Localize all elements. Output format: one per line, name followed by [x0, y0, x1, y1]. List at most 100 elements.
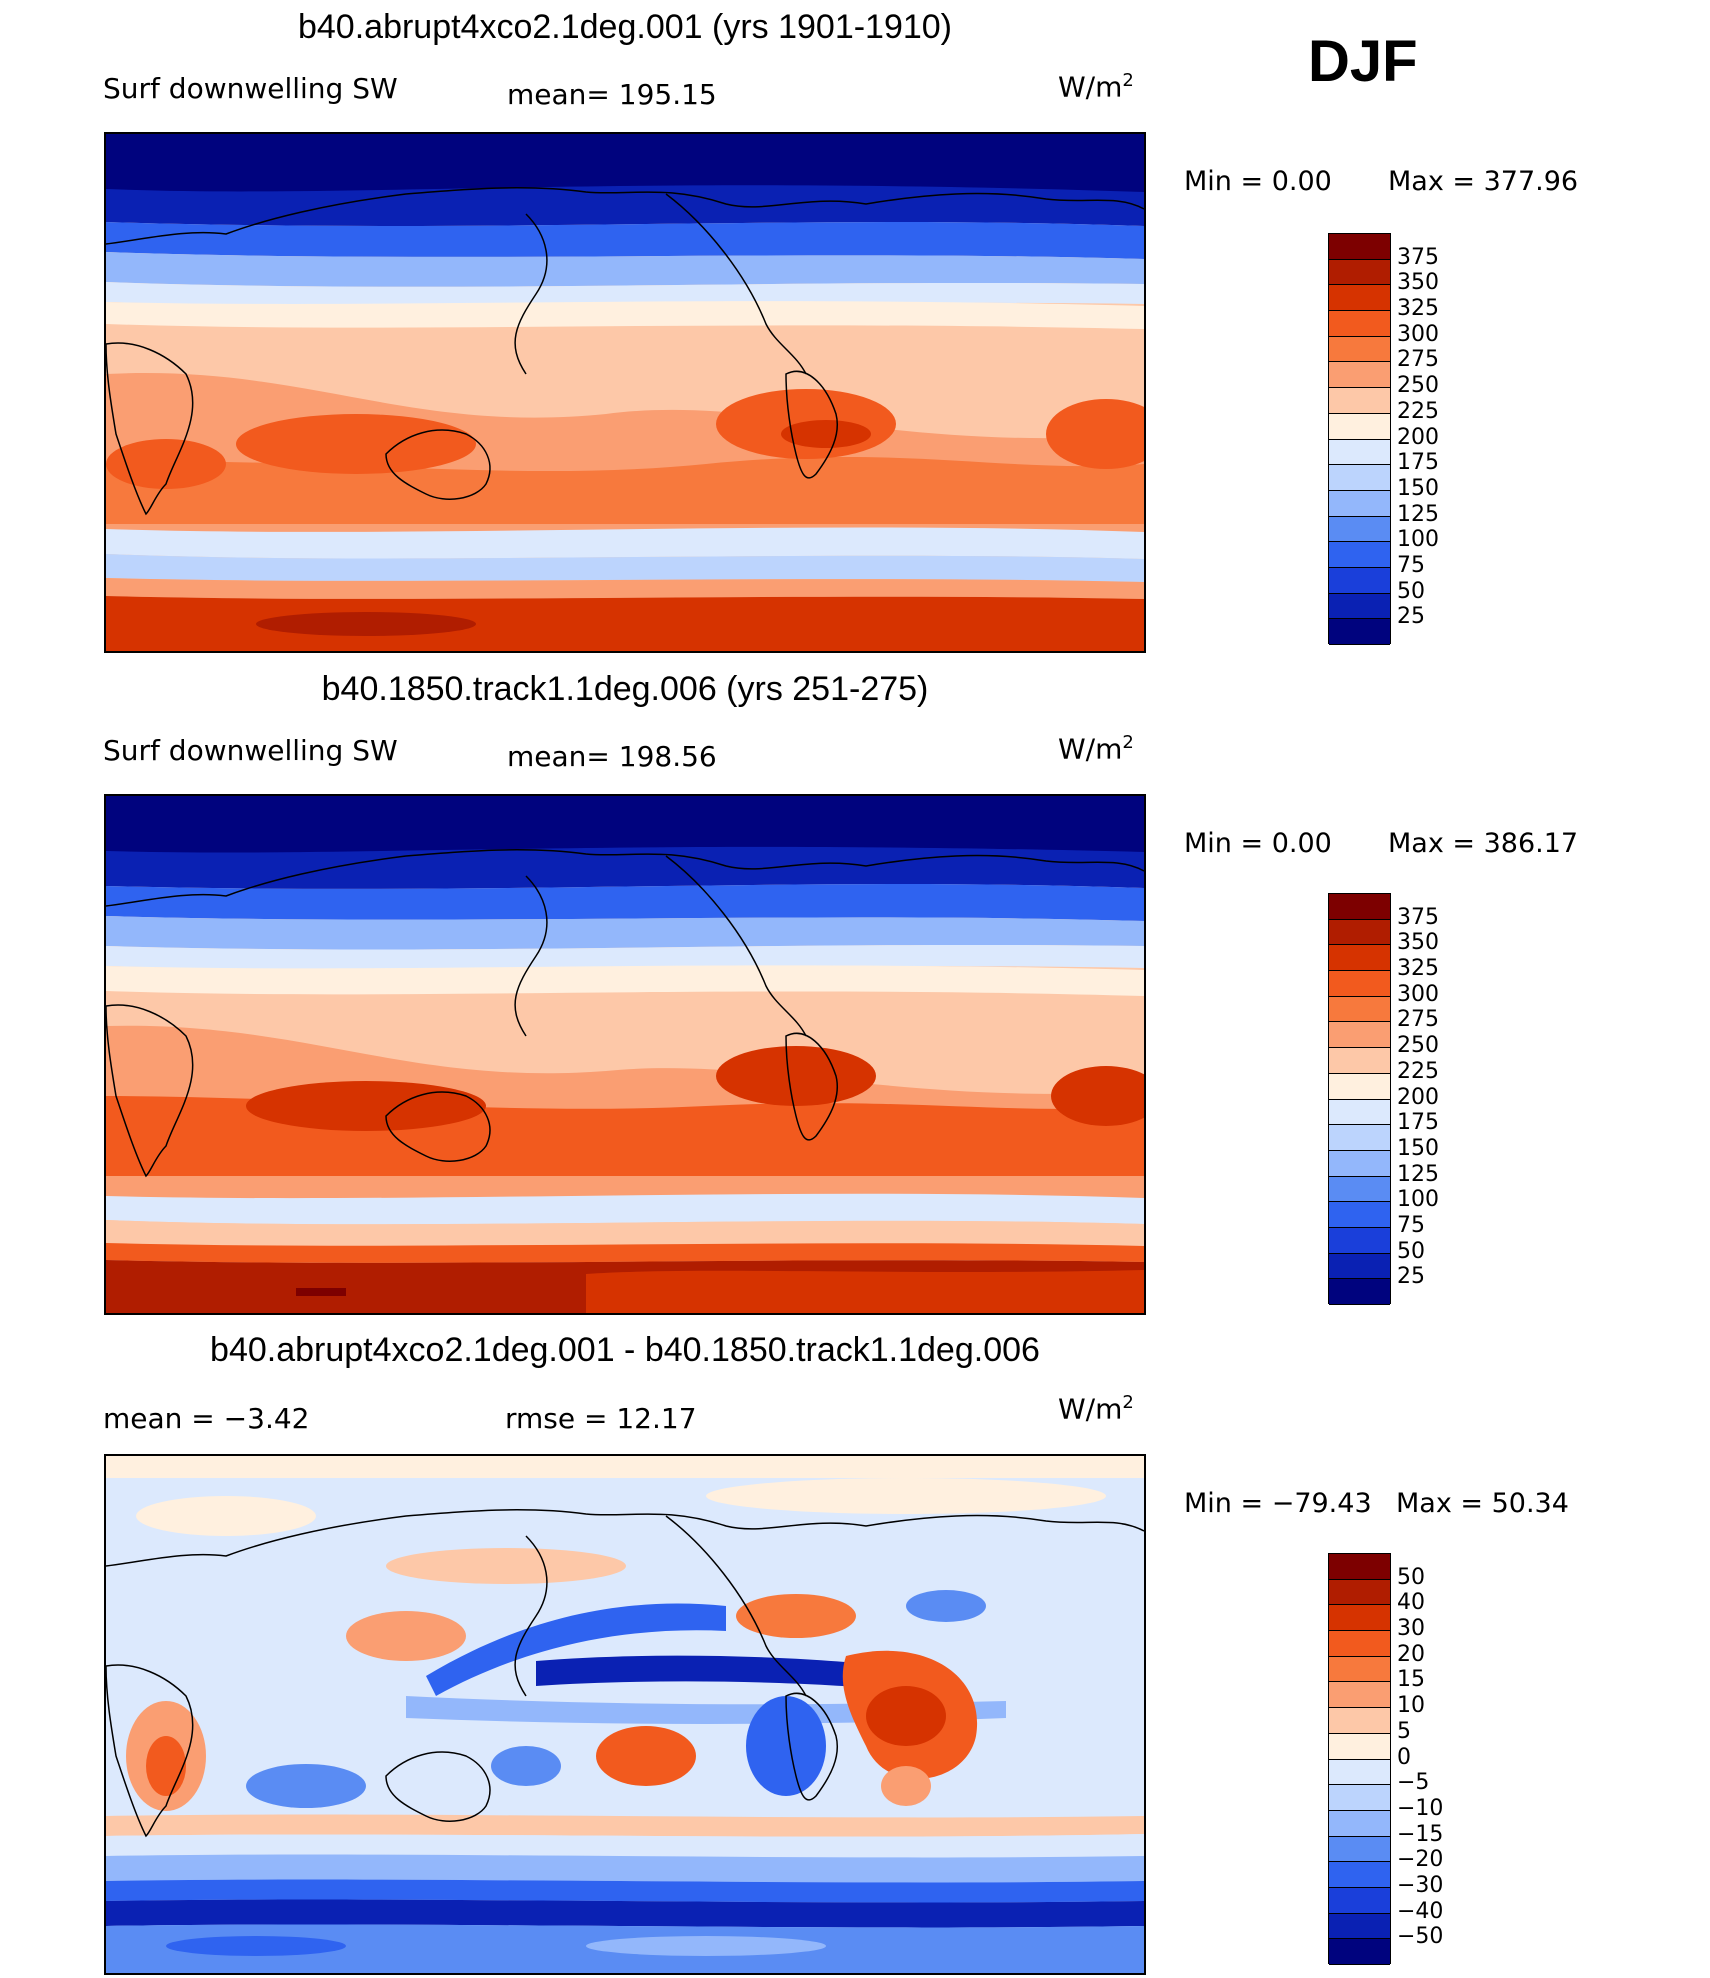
colorbar-swatch	[1329, 1073, 1390, 1100]
colorbar-panel-1	[1328, 233, 1391, 645]
colorbar-swatch	[1329, 919, 1390, 946]
colorbar-tick-label: 75	[1397, 552, 1425, 578]
max-label: Max = 386.17	[1388, 828, 1579, 859]
colorbar-swatch	[1329, 1836, 1390, 1863]
colorbar-tick-label: 275	[1397, 347, 1439, 373]
colorbar-swatch	[1329, 516, 1390, 543]
colorbar-swatch	[1329, 1810, 1390, 1837]
colorbar-swatch	[1329, 1939, 1390, 1965]
colorbar-swatch	[1329, 1733, 1390, 1760]
panel-title: b40.abrupt4xco2.1deg.001 (yrs 1901-1910)	[297, 8, 953, 46]
colorbar-swatch	[1329, 567, 1390, 594]
colorbar-tick-label: −40	[1397, 1898, 1444, 1924]
rmse-label: rmse = 12.17	[505, 1402, 697, 1435]
colorbar-swatch	[1329, 619, 1390, 645]
panel-title: b40.abrupt4xco2.1deg.001 - b40.1850.trac…	[210, 1331, 1040, 1369]
min-label: Min = −79.43	[1184, 1488, 1372, 1519]
colorbar-tick-label: −50	[1397, 1924, 1444, 1950]
colorbar-swatch	[1329, 1862, 1390, 1888]
colorbar-tick-label: 350	[1397, 930, 1439, 956]
max-label: Max = 50.34	[1396, 1488, 1569, 1519]
colorbar-swatch	[1329, 1125, 1390, 1151]
colorbar-tick-label: 275	[1397, 1007, 1439, 1033]
colorbar-tick-label: 300	[1397, 321, 1439, 347]
colorbar-tick-label: 200	[1397, 424, 1439, 450]
colorbar-swatch	[1329, 1579, 1390, 1606]
colorbar-swatch	[1329, 593, 1390, 620]
colorbar-tick-label: 0	[1397, 1744, 1411, 1770]
colorbar-tick-label: 10	[1397, 1693, 1425, 1719]
colorbar-tick-label: −20	[1397, 1847, 1444, 1873]
variable-label: Surf downwelling SW	[103, 72, 398, 105]
colorbar-tick-label: 50	[1397, 1238, 1425, 1264]
colorbar-tick-label: 75	[1397, 1212, 1425, 1238]
colorbar-swatch	[1329, 413, 1390, 440]
units-label: W/m2	[1058, 732, 1134, 766]
colorbar-tick-label: 300	[1397, 981, 1439, 1007]
colorbar-tick-label: 50	[1397, 578, 1425, 604]
colorbar-tick-label: −15	[1397, 1821, 1444, 1847]
colorbar-swatch	[1329, 1631, 1390, 1657]
max-label: Max = 377.96	[1388, 166, 1579, 197]
colorbar-swatch	[1329, 1022, 1390, 1049]
colorbar-swatch	[1329, 311, 1390, 337]
variable-label: Surf downwelling SW	[103, 734, 398, 767]
units-label: W/m2	[1058, 70, 1134, 104]
colorbar-tick-label: 30	[1397, 1616, 1425, 1642]
colorbar-swatch	[1329, 1682, 1390, 1709]
colorbar-swatch	[1329, 1099, 1390, 1126]
colorbar-swatch	[1329, 894, 1390, 920]
colorbar-swatch	[1329, 336, 1390, 363]
colorbar-panel-3	[1328, 1553, 1391, 1965]
colorbar-tick-label: 25	[1397, 1264, 1425, 1290]
colorbar-swatch	[1329, 1279, 1390, 1305]
colorbar-swatch	[1329, 1605, 1390, 1632]
colorbar-tick-label: 325	[1397, 296, 1439, 322]
colorbar-swatch	[1329, 1202, 1390, 1228]
colorbar-tick-label: 20	[1397, 1641, 1425, 1667]
colorbar-tick-label: 350	[1397, 270, 1439, 296]
panel-title: b40.1850.track1.1deg.006 (yrs 251-275)	[321, 670, 929, 708]
colorbar-tick-label: 325	[1397, 956, 1439, 982]
colorbar-tick-label: 150	[1397, 475, 1439, 501]
colorbar-tick-label: 250	[1397, 1033, 1439, 1059]
colorbar-tick-label: 125	[1397, 1161, 1439, 1187]
map-panel-3	[104, 1454, 1146, 1975]
colorbar-tick-label: 250	[1397, 373, 1439, 399]
units-label: W/m2	[1058, 1392, 1134, 1426]
season-label: DJF	[1308, 29, 1418, 94]
colorbar-tick-label: 200	[1397, 1084, 1439, 1110]
colorbar-tick-label: 50	[1397, 1564, 1425, 1590]
colorbar-tick-label: 100	[1397, 1187, 1439, 1213]
mean-label: mean = −3.42	[103, 1402, 310, 1435]
colorbar-swatch	[1329, 1554, 1390, 1580]
colorbar-tick-label: 125	[1397, 501, 1439, 527]
colorbar-swatch	[1329, 1150, 1390, 1177]
min-label: Min = 0.00	[1184, 166, 1332, 197]
colorbar-tick-label: −30	[1397, 1872, 1444, 1898]
colorbar-swatch	[1329, 490, 1390, 517]
colorbar-swatch	[1329, 1656, 1390, 1683]
min-label: Min = 0.00	[1184, 828, 1332, 859]
colorbar-swatch	[1329, 465, 1390, 491]
colorbar-swatch	[1329, 1913, 1390, 1940]
colorbar-swatch	[1329, 1887, 1390, 1914]
colorbar-swatch	[1329, 1176, 1390, 1203]
colorbar-panel-2	[1328, 893, 1391, 1305]
colorbar-tick-label: 15	[1397, 1667, 1425, 1693]
colorbar-tick-label: 175	[1397, 1110, 1439, 1136]
colorbar-swatch	[1329, 1253, 1390, 1280]
mean-label: mean= 198.56	[507, 740, 717, 773]
colorbar-tick-label: 375	[1397, 244, 1439, 270]
colorbar-tick-label: 175	[1397, 450, 1439, 476]
map-panel-2	[104, 794, 1146, 1315]
colorbar-swatch	[1329, 1048, 1390, 1074]
colorbar-tick-label: 40	[1397, 1590, 1425, 1616]
colorbar-swatch	[1329, 234, 1390, 260]
mean-label: mean= 195.15	[507, 78, 717, 111]
colorbar-swatch	[1329, 1785, 1390, 1811]
colorbar-swatch	[1329, 971, 1390, 997]
colorbar-tick-label: −10	[1397, 1795, 1444, 1821]
colorbar-tick-label: 150	[1397, 1135, 1439, 1161]
colorbar-swatch	[1329, 439, 1390, 466]
